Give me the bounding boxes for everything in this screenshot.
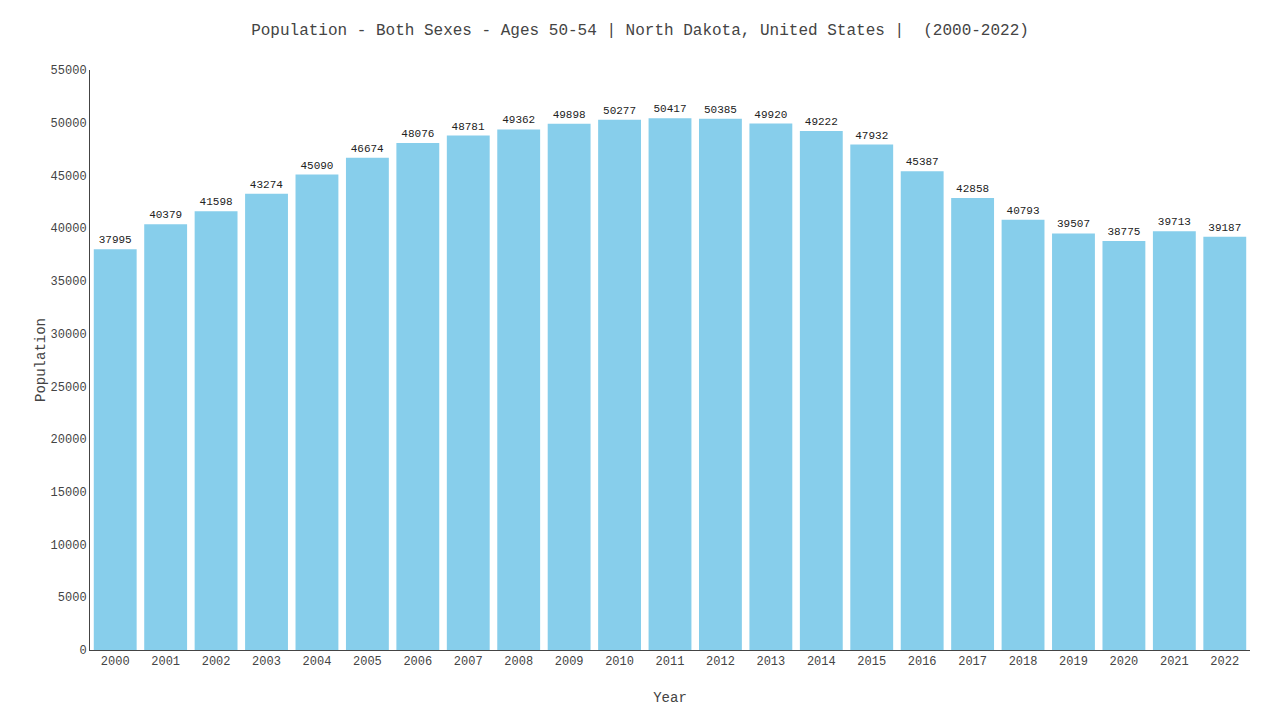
svg-text:42858: 42858 — [956, 183, 989, 195]
svg-text:2010: 2010 — [605, 655, 634, 669]
svg-text:2006: 2006 — [403, 655, 432, 669]
svg-text:2004: 2004 — [303, 655, 332, 669]
svg-text:45090: 45090 — [300, 160, 333, 172]
svg-text:0: 0 — [79, 644, 86, 658]
svg-text:45000: 45000 — [51, 170, 87, 184]
svg-text:39713: 39713 — [1158, 216, 1191, 228]
svg-text:48076: 48076 — [401, 128, 434, 140]
svg-text:45387: 45387 — [906, 156, 939, 168]
svg-text:39187: 39187 — [1208, 222, 1241, 234]
svg-text:49920: 49920 — [754, 109, 787, 121]
svg-text:40793: 40793 — [1007, 205, 1040, 217]
svg-text:30000: 30000 — [51, 328, 87, 342]
svg-text:2015: 2015 — [857, 655, 886, 669]
svg-text:2003: 2003 — [252, 655, 281, 669]
svg-text:50277: 50277 — [603, 105, 636, 117]
svg-text:50417: 50417 — [653, 103, 686, 115]
svg-text:2016: 2016 — [908, 655, 937, 669]
svg-text:50385: 50385 — [704, 104, 737, 116]
svg-text:Year: Year — [653, 690, 687, 706]
svg-text:Population: Population — [33, 318, 49, 402]
svg-text:2020: 2020 — [1110, 655, 1139, 669]
svg-text:50000: 50000 — [51, 117, 87, 131]
svg-text:49222: 49222 — [805, 116, 838, 128]
svg-text:39507: 39507 — [1057, 218, 1090, 230]
svg-text:2007: 2007 — [454, 655, 483, 669]
svg-text:49362: 49362 — [502, 114, 535, 126]
svg-text:2018: 2018 — [1009, 655, 1038, 669]
svg-text:2002: 2002 — [202, 655, 231, 669]
svg-text:2000: 2000 — [101, 655, 130, 669]
svg-text:5000: 5000 — [58, 591, 87, 605]
svg-text:2013: 2013 — [756, 655, 785, 669]
svg-text:38775: 38775 — [1107, 226, 1140, 238]
svg-text:2019: 2019 — [1059, 655, 1088, 669]
svg-text:40000: 40000 — [51, 222, 87, 236]
svg-text:48781: 48781 — [452, 121, 485, 133]
svg-text:35000: 35000 — [51, 275, 87, 289]
svg-text:2009: 2009 — [555, 655, 584, 669]
svg-text:2022: 2022 — [1210, 655, 1239, 669]
svg-text:25000: 25000 — [51, 381, 87, 395]
svg-text:2011: 2011 — [656, 655, 685, 669]
svg-text:2005: 2005 — [353, 655, 382, 669]
svg-text:47932: 47932 — [855, 130, 888, 142]
svg-text:37995: 37995 — [99, 234, 132, 246]
svg-text:2014: 2014 — [807, 655, 836, 669]
svg-text:41598: 41598 — [200, 196, 233, 208]
svg-text:2008: 2008 — [504, 655, 533, 669]
svg-text:2021: 2021 — [1160, 655, 1189, 669]
svg-text:40379: 40379 — [149, 209, 182, 221]
svg-text:20000: 20000 — [51, 433, 87, 447]
svg-text:46674: 46674 — [351, 143, 384, 155]
svg-text:10000: 10000 — [51, 539, 87, 553]
svg-text:2012: 2012 — [706, 655, 735, 669]
svg-text:55000: 55000 — [51, 64, 87, 78]
svg-text:2001: 2001 — [151, 655, 180, 669]
svg-text:49898: 49898 — [553, 109, 586, 121]
svg-text:Population - Both Sexes - Ages: Population - Both Sexes - Ages 50-54 | N… — [251, 22, 1029, 40]
svg-text:15000: 15000 — [51, 486, 87, 500]
svg-text:2017: 2017 — [958, 655, 987, 669]
svg-text:43274: 43274 — [250, 179, 283, 191]
